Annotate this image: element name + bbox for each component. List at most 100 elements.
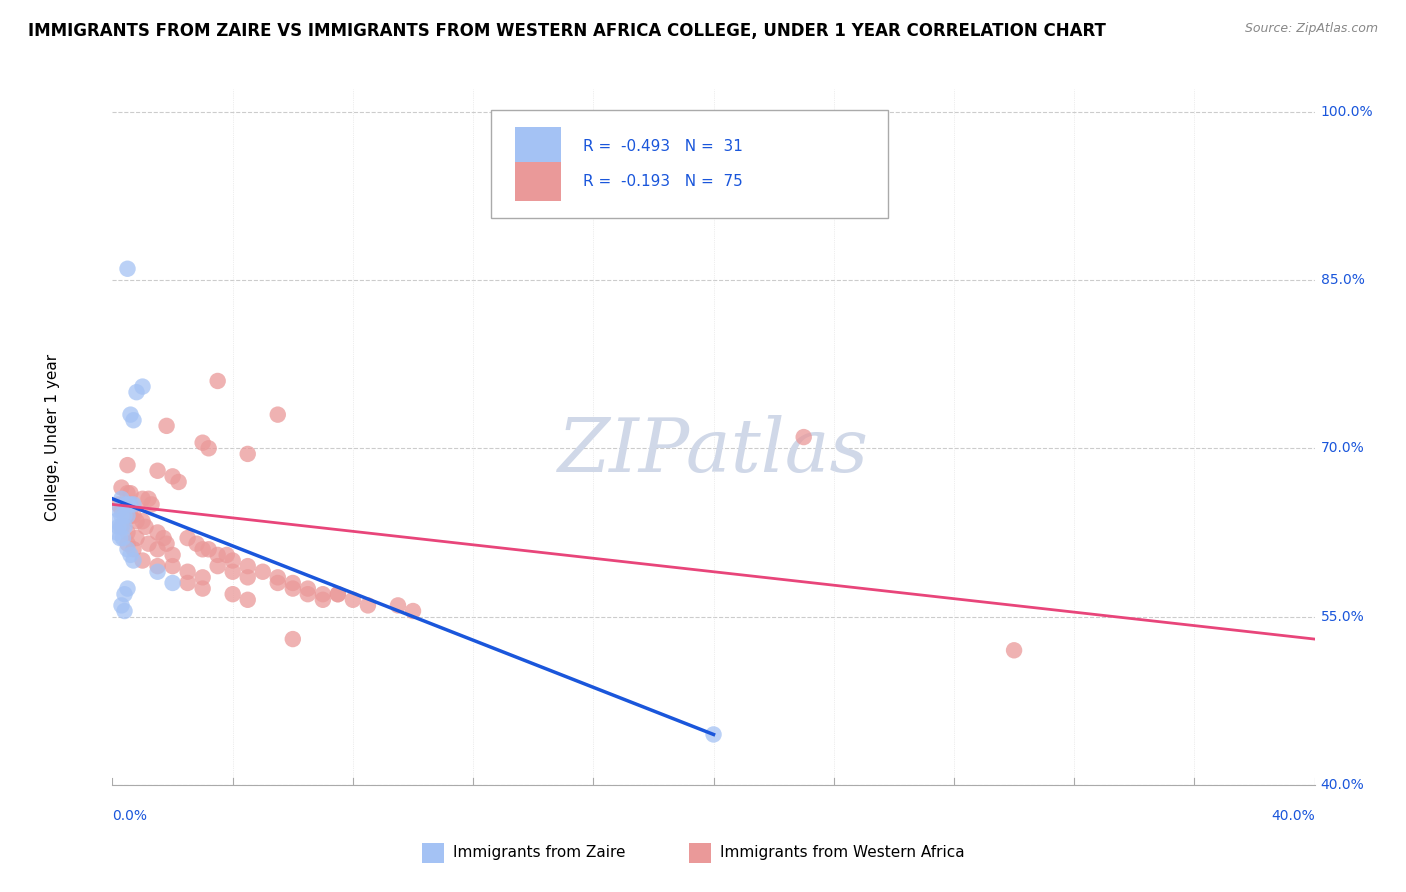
Text: 55.0%: 55.0%	[1320, 609, 1364, 624]
Text: 40.0%: 40.0%	[1320, 778, 1364, 792]
Text: 0.0%: 0.0%	[112, 809, 148, 823]
Point	[222, 565, 245, 579]
Point	[114, 508, 136, 523]
Point	[131, 514, 153, 528]
Point	[146, 565, 169, 579]
Point	[207, 559, 229, 574]
Point	[162, 548, 184, 562]
Point	[167, 475, 190, 489]
Point	[297, 582, 319, 596]
Point	[297, 587, 319, 601]
FancyBboxPatch shape	[491, 110, 887, 218]
Text: 70.0%: 70.0%	[1320, 442, 1364, 455]
Text: R =  -0.193   N =  75: R = -0.193 N = 75	[582, 174, 742, 189]
FancyBboxPatch shape	[515, 162, 561, 201]
Point	[125, 531, 148, 545]
Point	[155, 537, 177, 551]
Point	[207, 374, 229, 388]
Text: 85.0%: 85.0%	[1320, 273, 1364, 287]
Point	[110, 481, 132, 495]
Point	[120, 548, 142, 562]
Point	[117, 525, 139, 540]
Point	[110, 520, 132, 534]
Point	[146, 464, 169, 478]
Point	[117, 542, 139, 557]
Point	[176, 531, 198, 545]
Point	[111, 531, 134, 545]
Text: ZIPatlas: ZIPatlas	[558, 415, 869, 487]
Point	[125, 385, 148, 400]
Point	[110, 599, 132, 613]
Point	[122, 508, 145, 523]
Point	[191, 542, 214, 557]
Point	[110, 503, 132, 517]
Point	[197, 542, 219, 557]
Point	[162, 559, 184, 574]
Point	[120, 508, 142, 523]
Point	[357, 599, 380, 613]
Point	[176, 565, 198, 579]
Point	[125, 514, 148, 528]
Point	[117, 261, 139, 276]
Point	[108, 531, 131, 545]
Point	[138, 537, 160, 551]
Point	[117, 497, 139, 511]
Point	[122, 542, 145, 557]
Point	[117, 508, 139, 523]
Point	[117, 537, 139, 551]
Point	[215, 548, 238, 562]
Text: College, Under 1 year: College, Under 1 year	[45, 353, 60, 521]
Point	[146, 542, 169, 557]
Point	[281, 582, 304, 596]
Point	[117, 486, 139, 500]
Text: 100.0%: 100.0%	[1320, 104, 1374, 119]
FancyBboxPatch shape	[515, 128, 561, 166]
Point	[135, 520, 157, 534]
Point	[222, 553, 245, 567]
Point	[114, 497, 136, 511]
Point	[342, 592, 364, 607]
Point	[326, 587, 349, 601]
Point	[176, 576, 198, 591]
Text: 40.0%: 40.0%	[1271, 809, 1315, 823]
Text: Immigrants from Zaire: Immigrants from Zaire	[453, 846, 626, 860]
Point	[120, 408, 142, 422]
Point	[122, 497, 145, 511]
Point	[281, 632, 304, 646]
Point	[114, 587, 136, 601]
Point	[114, 497, 136, 511]
Point	[141, 497, 163, 511]
Point	[110, 508, 132, 523]
Point	[387, 599, 409, 613]
Point	[117, 508, 139, 523]
Point	[110, 491, 132, 506]
Point	[402, 604, 425, 618]
Point	[197, 442, 219, 456]
Point	[120, 497, 142, 511]
Bar	[422, 843, 444, 863]
Point	[107, 503, 129, 517]
Point	[146, 525, 169, 540]
Point	[162, 576, 184, 591]
Point	[117, 582, 139, 596]
Point	[114, 604, 136, 618]
Point	[117, 458, 139, 472]
Point	[281, 576, 304, 591]
Point	[152, 531, 174, 545]
Point	[236, 592, 259, 607]
Point	[131, 553, 153, 567]
Text: Source: ZipAtlas.com: Source: ZipAtlas.com	[1244, 22, 1378, 36]
Point	[110, 520, 132, 534]
Point	[207, 548, 229, 562]
Point	[117, 503, 139, 517]
Point	[312, 587, 335, 601]
Text: IMMIGRANTS FROM ZAIRE VS IMMIGRANTS FROM WESTERN AFRICA COLLEGE, UNDER 1 YEAR CO: IMMIGRANTS FROM ZAIRE VS IMMIGRANTS FROM…	[28, 22, 1107, 40]
Bar	[689, 843, 711, 863]
Point	[120, 486, 142, 500]
Point	[105, 525, 128, 540]
Point	[793, 430, 815, 444]
Point	[702, 727, 725, 741]
Point	[186, 537, 208, 551]
Point	[326, 587, 349, 601]
Point	[267, 408, 290, 422]
